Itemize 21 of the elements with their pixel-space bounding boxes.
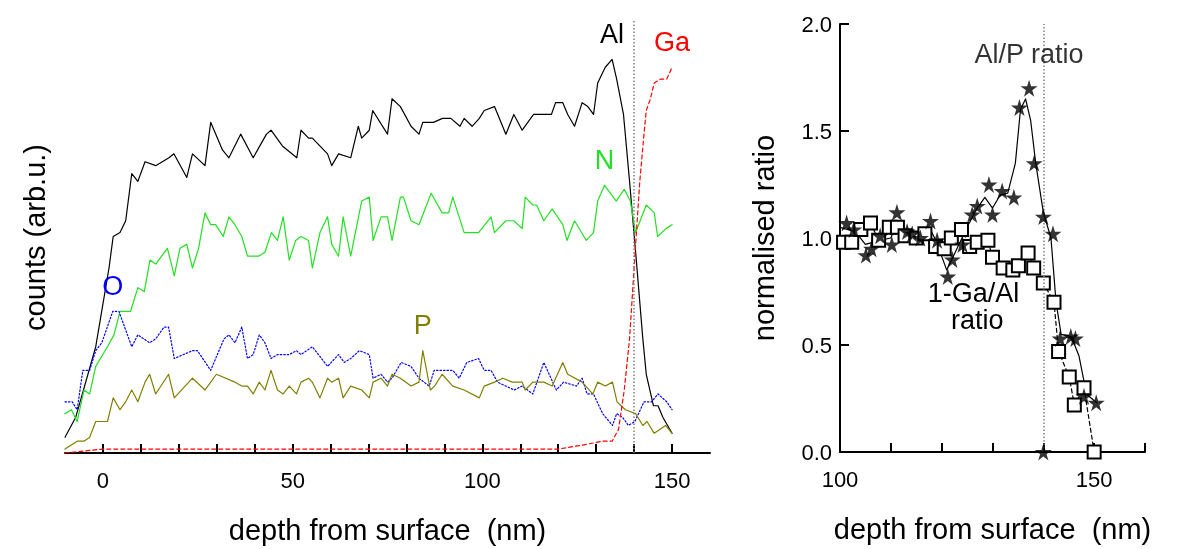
x-tick-label: 100: [821, 466, 859, 492]
series-label: Ga: [654, 26, 692, 57]
x-tick-label: 150: [653, 467, 691, 493]
y-axis-title: counts (arb.u.): [19, 144, 51, 331]
series-label: Al: [600, 18, 625, 49]
x-axis-title: depth from surface (nm): [833, 512, 1152, 545]
y-tick-label: 0.5: [801, 332, 832, 358]
x-tick-label: 150: [1075, 466, 1113, 492]
series-label: Al/P ratio: [974, 39, 1084, 70]
y-axis-title: normalised ratio: [747, 134, 780, 342]
x-tick-label: 0: [96, 467, 110, 493]
x-axis-title: depth from surface (nm): [228, 513, 547, 546]
y-tick-label: 2.0: [801, 11, 832, 37]
y-tick-label: 1.5: [801, 118, 832, 144]
series-label: N: [594, 144, 615, 175]
y-tick-label: 1.0: [801, 225, 832, 251]
x-tick-label: 100: [463, 467, 501, 493]
series-label: P: [413, 310, 432, 341]
y-tick-label: 0.0: [801, 439, 832, 465]
x-tick-label: 50: [280, 467, 305, 493]
series-label: 1-Ga/Al ratio: [927, 278, 1027, 336]
